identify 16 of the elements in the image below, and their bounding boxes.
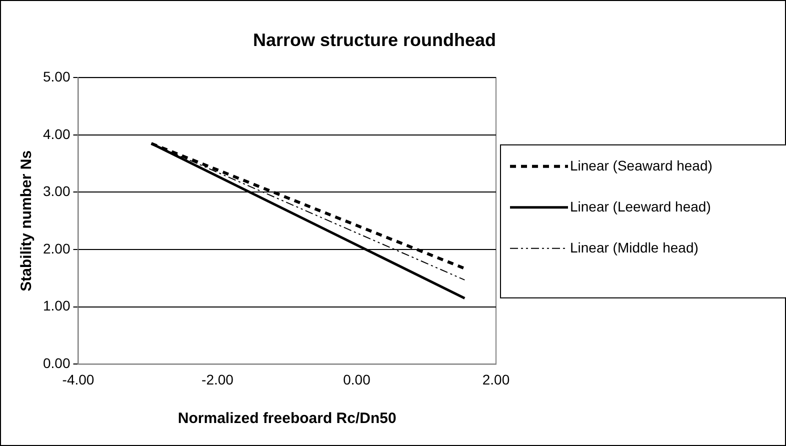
y-tick-label: 0.00 [43,355,70,372]
y-tick-label: 4.00 [43,126,70,142]
y-tick-label: 5.00 [43,68,70,84]
y-axis-title: Stability number Ns [18,150,36,292]
y-tick-label: 2.00 [43,240,70,256]
x-axis-title: Normalized freeboard Rc/Dn50 [178,410,396,428]
x-tick-label: 0.00 [343,371,371,388]
legend-label: Linear (Leeward head) [570,198,711,214]
y-tick-label: 1.00 [43,298,70,314]
legend-label: Linear (Seaward head) [570,157,712,174]
x-tick-label: -4.00 [62,371,94,388]
x-tick-label: -2.00 [202,371,234,388]
y-tick-label: 3.00 [43,183,70,200]
legend-label: Linear (Middle head) [570,239,698,256]
chart-title: Narrow structure roundhead [252,30,496,50]
x-tick-label: 2.00 [482,371,510,388]
